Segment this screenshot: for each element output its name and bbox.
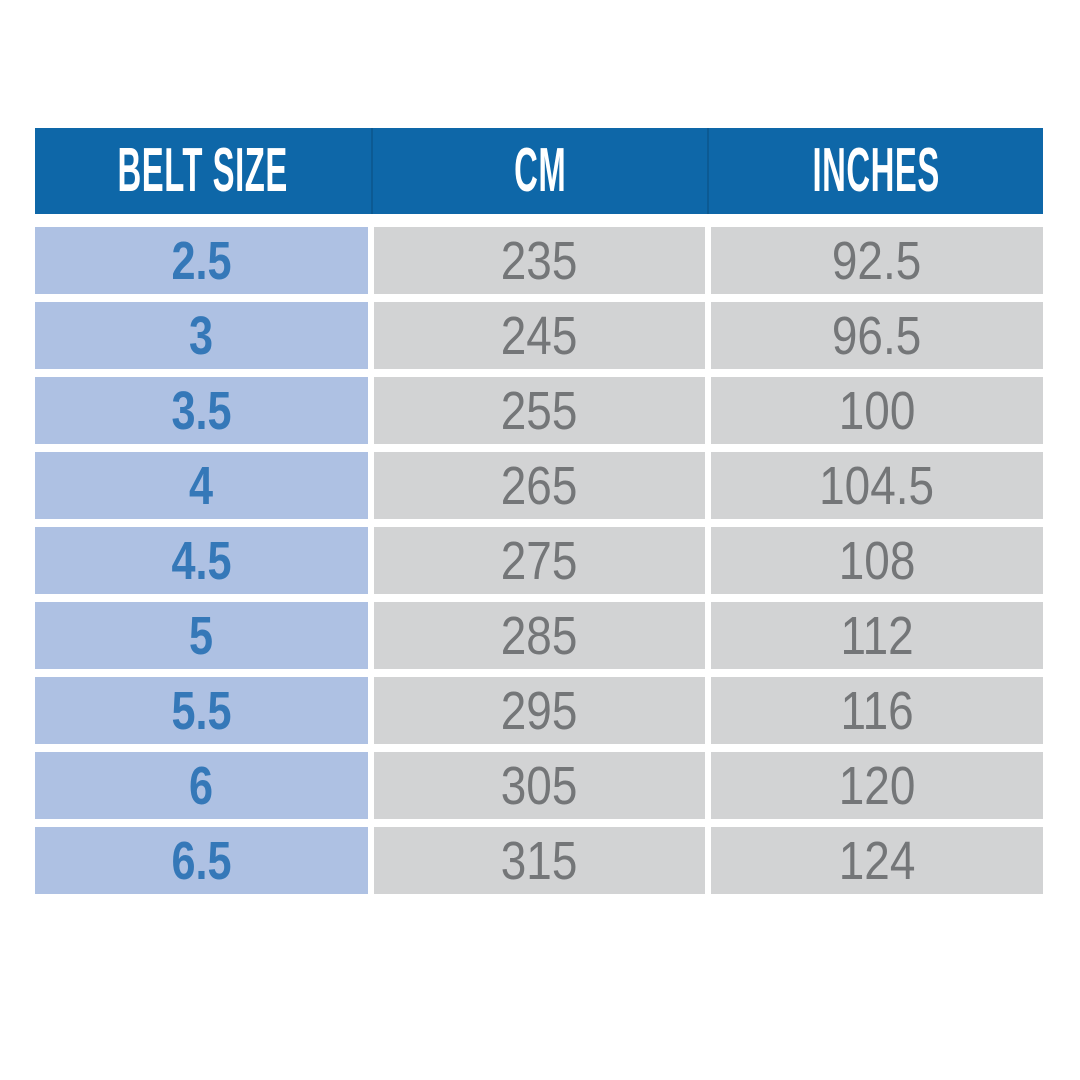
- table-row: 2.5 235 92.5: [35, 227, 1043, 294]
- cm-value: 315: [501, 830, 578, 891]
- belt-size-value: 5.5: [171, 680, 232, 741]
- cm-value: 245: [501, 305, 578, 366]
- cm-cell: 315: [374, 827, 705, 894]
- header-label-inches: INCHES: [812, 136, 940, 205]
- belt-size-value: 4: [189, 455, 214, 516]
- table-header-row: BELT SIZE CM INCHES: [35, 128, 1043, 214]
- belt-size-cell: 4.5: [35, 527, 368, 594]
- header-cell-cm: CM: [371, 128, 707, 214]
- inches-cell: 124: [711, 827, 1043, 894]
- table-row: 5.5 295 116: [35, 677, 1043, 744]
- inches-value: 92.5: [832, 230, 922, 291]
- inches-value: 104.5: [819, 455, 935, 516]
- table-body: 2.5 235 92.5 3 245 96.5 3.5 255 100 4 26…: [35, 227, 1043, 894]
- cm-cell: 245: [374, 302, 705, 369]
- inches-cell: 108: [711, 527, 1043, 594]
- belt-size-cell: 2.5: [35, 227, 368, 294]
- table-row: 3.5 255 100: [35, 377, 1043, 444]
- cm-value: 275: [501, 530, 578, 591]
- header-label-cm: CM: [513, 136, 567, 205]
- cm-cell: 235: [374, 227, 705, 294]
- belt-size-value: 2.5: [171, 230, 232, 291]
- header-label-belt-size: BELT SIZE: [117, 136, 289, 205]
- cm-cell: 285: [374, 602, 705, 669]
- inches-value: 108: [838, 530, 916, 591]
- table-row: 6 305 120: [35, 752, 1043, 819]
- inches-value: 96.5: [832, 305, 922, 366]
- belt-size-cell: 6: [35, 752, 368, 819]
- inches-value: 100: [838, 380, 916, 441]
- belt-size-value: 3.5: [171, 380, 232, 441]
- table-row: 3 245 96.5: [35, 302, 1043, 369]
- inches-cell: 120: [711, 752, 1043, 819]
- inches-cell: 104.5: [711, 452, 1043, 519]
- cm-cell: 295: [374, 677, 705, 744]
- cm-value: 235: [501, 230, 578, 291]
- cm-value: 305: [501, 755, 578, 816]
- belt-size-value: 6.5: [171, 830, 232, 891]
- belt-size-table: BELT SIZE CM INCHES 2.5 235 92.5 3 245 9…: [35, 128, 1043, 894]
- header-cell-belt-size: BELT SIZE: [35, 128, 371, 214]
- belt-size-value: 3: [189, 305, 214, 366]
- inches-cell: 92.5: [711, 227, 1043, 294]
- cm-value: 265: [501, 455, 578, 516]
- inches-value: 120: [838, 755, 916, 816]
- inches-value: 116: [840, 680, 914, 741]
- table-row: 6.5 315 124: [35, 827, 1043, 894]
- inches-cell: 100: [711, 377, 1043, 444]
- inches-cell: 96.5: [711, 302, 1043, 369]
- belt-size-cell: 5: [35, 602, 368, 669]
- cm-value: 255: [501, 380, 578, 441]
- table-row: 4 265 104.5: [35, 452, 1043, 519]
- cm-cell: 265: [374, 452, 705, 519]
- table-row: 5 285 112: [35, 602, 1043, 669]
- belt-size-value: 5: [189, 605, 214, 666]
- inches-cell: 112: [711, 602, 1043, 669]
- inches-value: 112: [840, 605, 914, 666]
- cm-cell: 255: [374, 377, 705, 444]
- cm-cell: 275: [374, 527, 705, 594]
- header-cell-inches: INCHES: [707, 128, 1043, 214]
- belt-size-cell: 6.5: [35, 827, 368, 894]
- table-row: 4.5 275 108: [35, 527, 1043, 594]
- cm-value: 295: [501, 680, 578, 741]
- inches-cell: 116: [711, 677, 1043, 744]
- inches-value: 124: [838, 830, 916, 891]
- cm-value: 285: [501, 605, 578, 666]
- belt-size-cell: 3.5: [35, 377, 368, 444]
- belt-size-value: 6: [189, 755, 214, 816]
- cm-cell: 305: [374, 752, 705, 819]
- belt-size-cell: 3: [35, 302, 368, 369]
- belt-size-cell: 5.5: [35, 677, 368, 744]
- belt-size-value: 4.5: [171, 530, 232, 591]
- belt-size-cell: 4: [35, 452, 368, 519]
